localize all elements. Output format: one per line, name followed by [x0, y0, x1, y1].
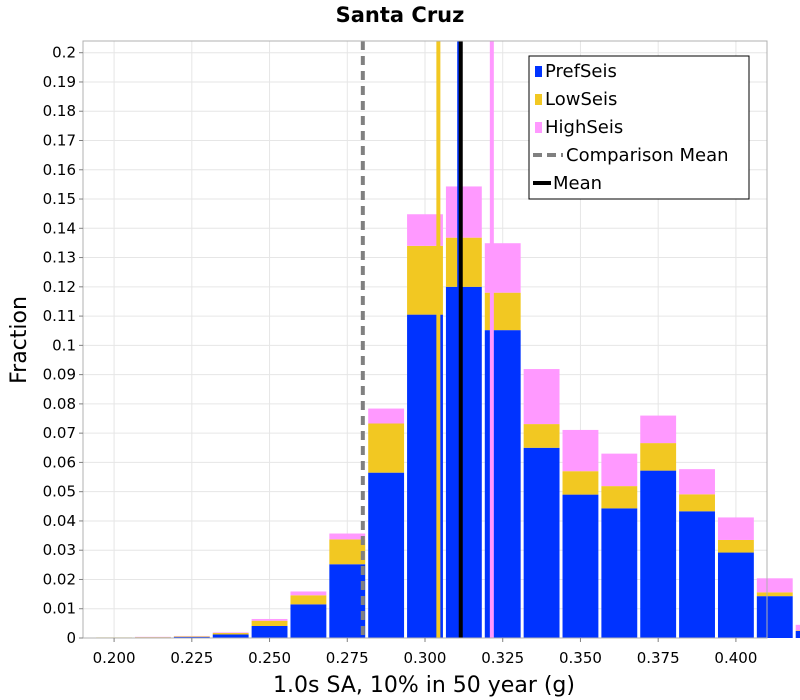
y-tick-label: 0.2	[52, 44, 76, 62]
bar-prefseis	[640, 470, 677, 638]
y-tick-label: 0.06	[43, 453, 76, 471]
bar-lowseis	[562, 471, 599, 495]
bar-highseis	[756, 578, 793, 593]
bar-lowseis	[679, 494, 715, 512]
bar-prefseis	[523, 447, 560, 638]
y-tick-label: 0.19	[43, 73, 76, 91]
bar-highseis	[368, 408, 405, 424]
bar-highseis	[251, 618, 288, 621]
bar-lowseis	[212, 633, 249, 635]
y-tick-label: 0.05	[43, 483, 76, 501]
y-axis-label: Fraction	[7, 296, 32, 384]
x-tick-label: 0.250	[248, 649, 291, 667]
x-axis-label: 1.0s SA, 10% in 50 year (g)	[273, 673, 575, 698]
bar-prefseis	[368, 472, 405, 638]
y-tick-label: 0.08	[43, 395, 76, 413]
y-tick-label: 0.07	[43, 424, 76, 442]
y-tick-label: 0.09	[43, 366, 76, 384]
y-tick-label: 0.03	[43, 541, 76, 559]
legend-swatch-highseis	[535, 122, 542, 133]
bar-highseis	[679, 469, 715, 495]
bar-lowseis	[795, 630, 800, 631]
bar-highseis	[640, 415, 677, 444]
legend-label-comparison-mean: Comparison Mean	[566, 145, 729, 166]
y-tick-label: 0.04	[43, 512, 76, 530]
bar-lowseis	[290, 595, 327, 605]
x-tick-label: 0.350	[559, 649, 602, 667]
bar-lowseis	[173, 636, 210, 637]
y-tick-label: 0.15	[43, 190, 76, 208]
bar-lowseis	[523, 424, 560, 448]
bar-prefseis	[562, 494, 599, 638]
legend-box	[528, 55, 750, 200]
bar-highseis	[212, 632, 249, 634]
bar-prefseis	[290, 604, 327, 638]
bar-prefseis	[329, 564, 366, 638]
x-tick-label: 0.400	[714, 649, 757, 667]
bar-prefseis	[445, 286, 482, 638]
bar-prefseis	[601, 508, 638, 638]
y-axis-ticks: 0 0.01 0.02 0.03 0.04 0.05 0.06 0.07 0.08 0.09 0.1…	[43, 44, 83, 647]
legend-label-lowseis: LowSeis	[545, 89, 617, 110]
x-tick-label: 0.325	[481, 649, 524, 667]
bar-highseis	[601, 453, 638, 487]
bar-lowseis	[601, 486, 638, 509]
chart-title: Santa Cruz	[336, 3, 465, 27]
bar-lowseis	[251, 620, 288, 627]
bar-lowseis	[445, 237, 482, 287]
y-tick-label: 0.17	[43, 132, 76, 150]
bar-lowseis	[329, 539, 366, 565]
bar-highseis	[523, 369, 560, 425]
x-tick-label: 0.375	[637, 649, 680, 667]
mean-lines	[360, 41, 494, 638]
bar-highseis	[290, 591, 327, 596]
bar-prefseis	[795, 630, 800, 638]
x-tick-label: 0.200	[93, 649, 136, 667]
y-tick-label: 0.01	[43, 600, 76, 618]
legend: PrefSeis LowSeis HighSeis Comparison Mean Me…	[528, 55, 750, 200]
x-tick-label: 0.300	[404, 649, 447, 667]
y-tick-label: 0.13	[43, 249, 76, 267]
bar-lowseis	[756, 592, 793, 597]
bar-highseis	[795, 624, 800, 631]
x-axis-ticks: 0.200 0.225 0.250 0.275 0.300 0.325 0.350 0.375…	[93, 638, 757, 667]
legend-label-highseis: HighSeis	[545, 117, 623, 138]
bar-prefseis	[679, 511, 715, 638]
x-tick-label: 0.225	[170, 649, 213, 667]
y-tick-label: 0.14	[43, 219, 76, 237]
bar-prefseis	[251, 626, 288, 638]
legend-label-prefseis: PrefSeis	[545, 61, 617, 82]
bar-prefseis	[717, 552, 754, 638]
y-tick-label: 0.16	[43, 161, 76, 179]
bar-highseis	[329, 533, 366, 540]
bar-highseis	[717, 517, 754, 540]
legend-swatch-lowseis	[535, 94, 542, 105]
bar-prefseis	[756, 596, 793, 638]
y-tick-label: 0.12	[43, 278, 76, 296]
bar-prefseis	[173, 636, 210, 638]
x-tick-label: 0.275	[326, 649, 369, 667]
y-tick-label: 0.02	[43, 570, 76, 588]
bar-highseis	[445, 186, 482, 238]
bar-lowseis	[640, 443, 677, 471]
bar-lowseis	[717, 539, 754, 553]
legend-swatch-prefseis	[535, 66, 542, 77]
y-tick-label: 0	[66, 629, 76, 647]
y-tick-label: 0.18	[43, 102, 76, 120]
bars	[96, 186, 800, 638]
y-tick-label: 0.11	[43, 307, 76, 325]
y-tick-label: 0.1	[52, 336, 76, 354]
bar-prefseis	[212, 634, 249, 638]
legend-label-mean: Mean	[553, 173, 602, 194]
bar-highseis	[562, 429, 599, 472]
bar-lowseis	[368, 423, 405, 473]
